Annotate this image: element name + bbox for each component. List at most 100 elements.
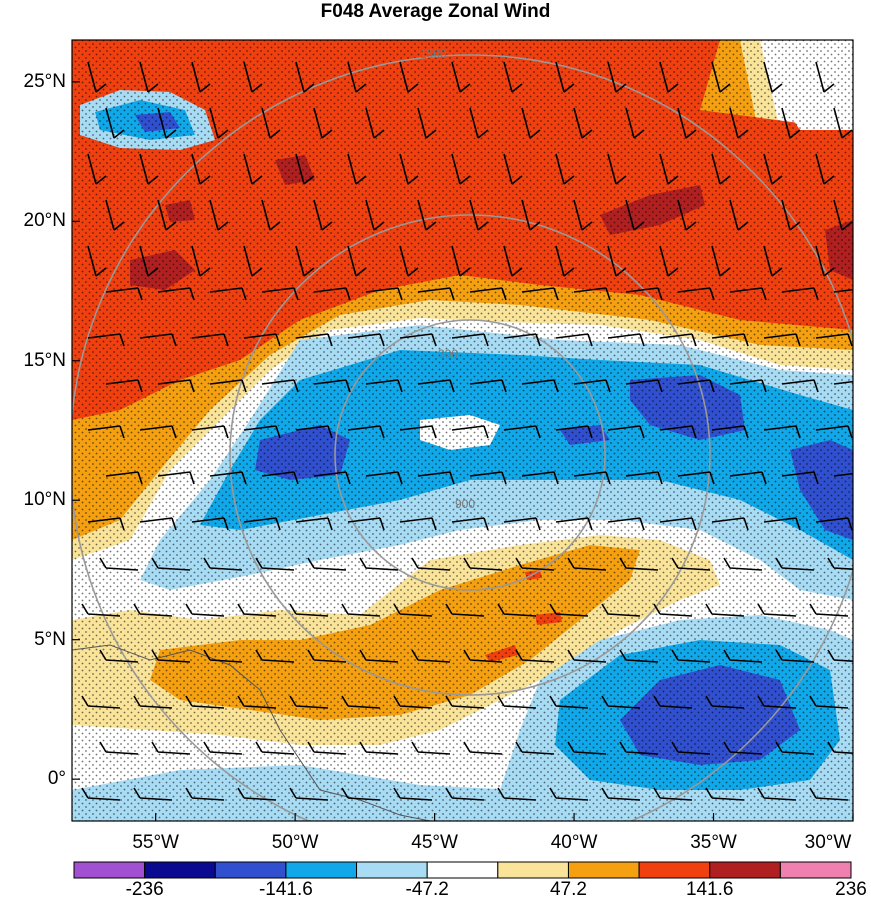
wind-barb <box>503 245 523 277</box>
wind-barb <box>203 649 243 663</box>
wind-barb <box>729 287 767 301</box>
wind-barb <box>261 471 299 485</box>
wind-barb <box>469 287 507 301</box>
wind-barb <box>723 649 763 663</box>
wind-barb <box>295 333 333 347</box>
wind-barb <box>341 787 381 801</box>
range-ring-300 <box>334 319 606 591</box>
wind-barb <box>295 61 315 93</box>
wind-barb <box>827 649 853 662</box>
wind-barb <box>185 603 225 617</box>
wind-barb <box>209 199 229 231</box>
wind-barb <box>307 741 347 755</box>
wind-barb <box>671 741 711 755</box>
wind-barb <box>445 695 485 709</box>
wind-barb <box>191 333 229 347</box>
wind-barb <box>677 471 715 485</box>
wind-barb <box>469 107 489 139</box>
wind-barb <box>711 425 749 439</box>
wind-barb <box>659 153 679 185</box>
wind-barb <box>567 557 607 571</box>
wind-barb <box>775 557 815 571</box>
colorbar-label: -141.6 <box>258 879 313 900</box>
wind-barb <box>243 333 281 347</box>
wind-barb <box>625 471 663 485</box>
wind-barb <box>191 517 229 531</box>
chart-title: F048 Average Zonal Wind <box>320 1 551 22</box>
wind-barb <box>653 603 693 617</box>
wind-barb <box>255 741 295 755</box>
wind-barb <box>347 517 385 531</box>
plot-frame <box>71 39 854 822</box>
wind-barb <box>549 787 589 801</box>
wind-barb <box>399 245 419 277</box>
wind-barb <box>521 287 559 301</box>
wind-barb <box>139 333 177 347</box>
wind-barb <box>295 517 333 531</box>
wind-barb <box>411 557 451 571</box>
wind-barb <box>185 787 225 801</box>
wind-barbs <box>81 61 853 801</box>
wind-barb <box>243 245 263 277</box>
wind-barb <box>775 649 815 663</box>
wind-barb <box>87 245 107 277</box>
wind-barb <box>827 557 853 570</box>
wind-barb <box>313 107 333 139</box>
colorbar-swatch <box>214 861 287 879</box>
wind-barb <box>607 61 627 93</box>
wind-barb <box>399 425 437 439</box>
wind-barb <box>711 61 731 93</box>
wind-barb <box>295 245 315 277</box>
ring-label-900: 900 <box>455 497 475 511</box>
wind-barb <box>209 107 229 139</box>
ring-label-1500: 1500 <box>420 47 447 61</box>
wind-barb <box>365 199 385 231</box>
wind-barb <box>445 787 485 801</box>
wind-barb <box>139 245 159 277</box>
wind-barb <box>237 603 277 617</box>
wind-barb <box>365 287 403 301</box>
colorbar-swatch <box>426 861 499 879</box>
wind-barb <box>463 741 503 755</box>
wind-barb <box>341 603 381 617</box>
wind-barb <box>705 695 745 709</box>
wind-barb <box>157 287 195 301</box>
wind-barb <box>191 425 229 439</box>
wind-barb <box>417 471 455 485</box>
wind-barb <box>503 333 541 347</box>
wind-barb <box>347 153 367 185</box>
lon-label: 40°W <box>550 832 598 853</box>
wind-barb <box>619 741 659 755</box>
colorbar-swatch <box>497 861 569 879</box>
wind-barb <box>203 557 243 571</box>
wind-barb <box>469 471 507 485</box>
wind-barb <box>255 557 295 571</box>
wind-barb <box>365 471 403 485</box>
wind-barb <box>417 287 455 301</box>
wind-barb <box>711 153 731 185</box>
wind-barb <box>815 425 853 439</box>
wind-barb <box>781 287 819 301</box>
wind-barb <box>151 649 191 663</box>
wind-barb <box>81 787 121 801</box>
wind-barb <box>87 517 125 531</box>
wind-barb <box>261 199 281 231</box>
wind-barb <box>723 557 763 571</box>
wind-barb <box>729 107 749 139</box>
wind-barb <box>255 649 295 663</box>
wind-barb <box>555 61 575 93</box>
wind-barb <box>607 425 645 439</box>
wind-barb <box>567 741 607 755</box>
axis-ticks <box>72 81 854 821</box>
wind-barb <box>549 603 589 617</box>
wind-barb <box>81 603 121 617</box>
wind-barb <box>671 557 711 571</box>
wind-barb <box>763 333 801 347</box>
wind-barb <box>359 649 399 663</box>
wind-barb <box>833 288 853 293</box>
wind-barb <box>601 695 641 709</box>
wind-barb <box>209 471 247 485</box>
wind-barb <box>781 107 801 139</box>
wind-barb <box>417 199 437 231</box>
wind-barb <box>347 245 367 277</box>
